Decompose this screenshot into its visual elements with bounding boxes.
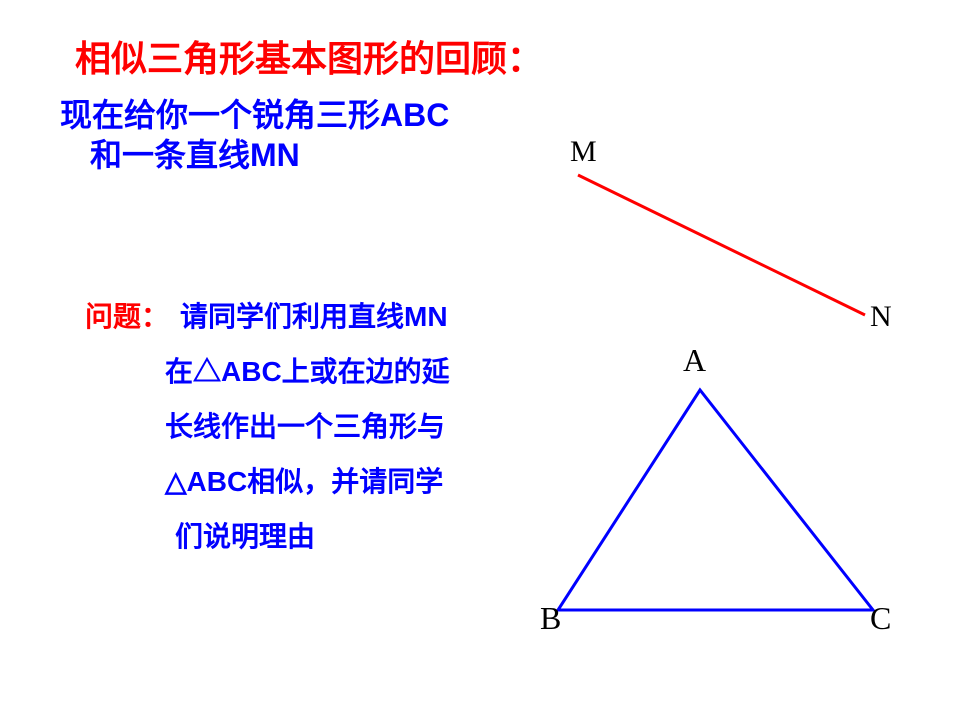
label-n: N xyxy=(870,300,892,334)
triangle-abc xyxy=(0,0,960,720)
label-a: A xyxy=(683,342,706,379)
label-b: B xyxy=(540,600,561,637)
label-c: C xyxy=(870,600,891,637)
label-m: M xyxy=(570,135,597,169)
